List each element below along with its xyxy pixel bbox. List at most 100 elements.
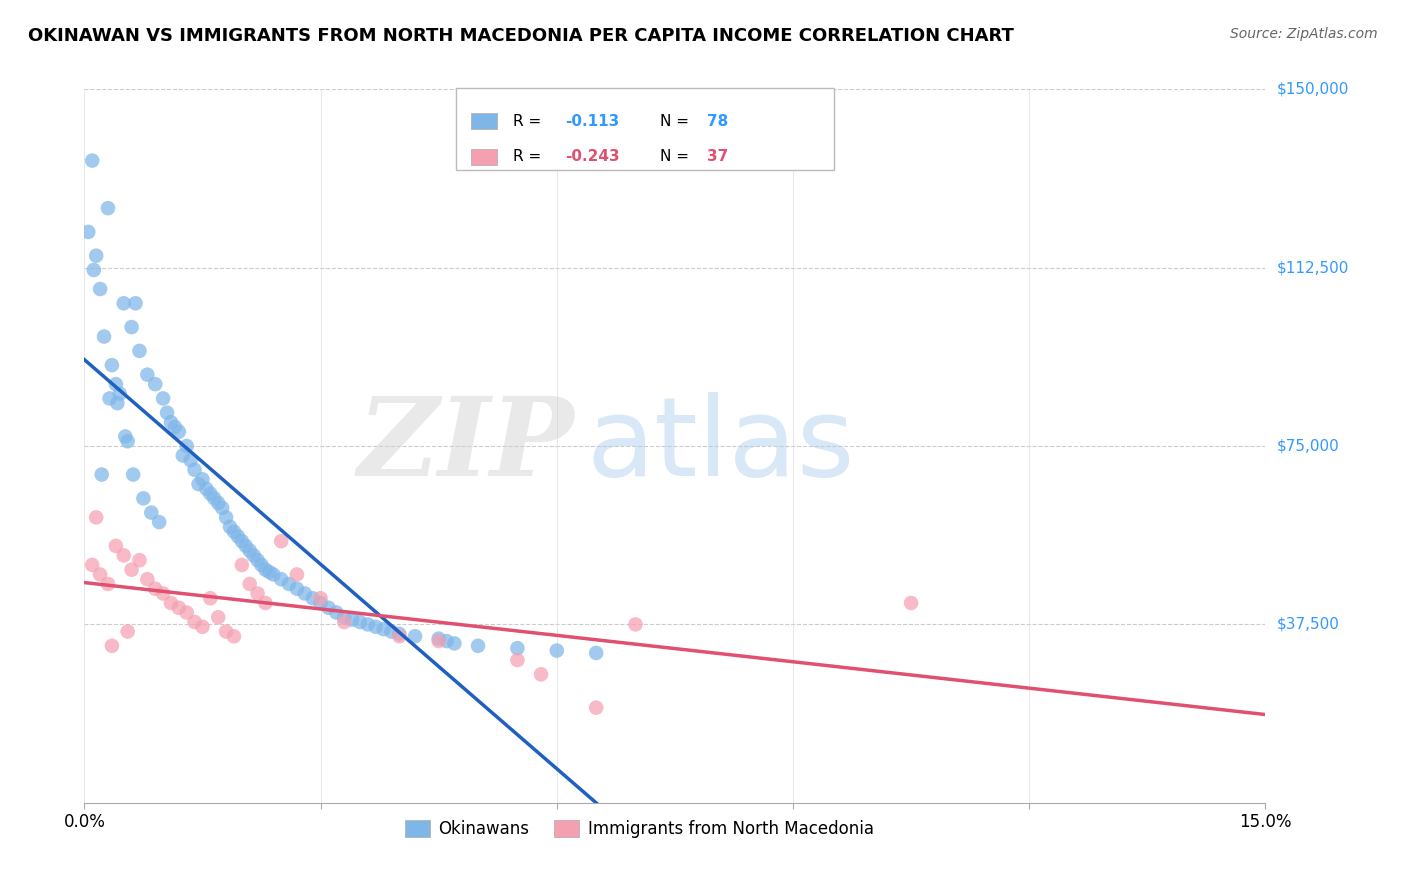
Point [143, 377, 166, 392]
Point [141, 506, 163, 520]
Point [294, 586, 316, 600]
Point [231, 558, 253, 572]
Point [285, 582, 308, 596]
Point [136, 368, 159, 382]
Text: $75,000: $75,000 [1277, 439, 1340, 453]
Text: -0.113: -0.113 [565, 114, 619, 128]
Text: N =: N = [659, 114, 693, 128]
Point [219, 520, 242, 534]
Point [200, 591, 222, 606]
Point [301, 591, 323, 606]
Point [235, 539, 257, 553]
Point [506, 653, 529, 667]
Point [117, 624, 139, 639]
Point [172, 449, 194, 463]
Point [467, 639, 489, 653]
Point [427, 634, 450, 648]
Point [246, 553, 269, 567]
Text: N =: N = [659, 150, 693, 164]
Text: R =: R = [513, 114, 546, 128]
Point [122, 467, 145, 482]
Point [340, 613, 363, 627]
Point [124, 296, 146, 310]
Point [107, 396, 129, 410]
Point [202, 491, 225, 506]
Point [167, 600, 190, 615]
Point [167, 425, 190, 439]
Point [222, 524, 245, 539]
Point [97, 577, 120, 591]
Point [187, 477, 209, 491]
Text: ZIP: ZIP [359, 392, 575, 500]
Point [104, 377, 127, 392]
Point [183, 615, 205, 629]
Point [585, 646, 607, 660]
Point [101, 639, 124, 653]
Point [82, 558, 104, 572]
Point [117, 434, 139, 449]
Point [546, 643, 568, 657]
Point [128, 343, 150, 358]
Point [121, 320, 143, 334]
Point [333, 615, 356, 629]
Point [239, 543, 262, 558]
Point [585, 700, 607, 714]
Point [89, 567, 111, 582]
Point [254, 563, 277, 577]
Point [373, 622, 395, 636]
Point [98, 392, 121, 406]
Point [222, 629, 245, 643]
Point [443, 636, 465, 650]
Text: $37,500: $37,500 [1277, 617, 1340, 632]
Point [207, 610, 229, 624]
Point [90, 467, 112, 482]
Point [388, 627, 411, 641]
Point [285, 567, 308, 582]
Point [93, 329, 115, 343]
Point [427, 632, 450, 646]
Text: 37: 37 [707, 150, 728, 164]
Legend: Okinawans, Immigrants from North Macedonia: Okinawans, Immigrants from North Macedon… [398, 813, 880, 845]
Point [89, 282, 111, 296]
Point [436, 634, 458, 648]
Point [364, 620, 387, 634]
Point [250, 558, 273, 572]
Point [231, 534, 253, 549]
Point [318, 600, 340, 615]
Point [506, 641, 529, 656]
Point [309, 591, 332, 606]
Point [136, 572, 159, 586]
Bar [471, 113, 496, 129]
Point [183, 463, 205, 477]
Point [262, 567, 284, 582]
Point [357, 617, 380, 632]
Point [101, 358, 124, 372]
Point [380, 624, 402, 639]
Point [112, 549, 135, 563]
Point [309, 596, 332, 610]
Point [82, 153, 104, 168]
Point [163, 420, 186, 434]
Point [156, 406, 179, 420]
Text: OKINAWAN VS IMMIGRANTS FROM NORTH MACEDONIA PER CAPITA INCOME CORRELATION CHART: OKINAWAN VS IMMIGRANTS FROM NORTH MACEDO… [28, 27, 1014, 45]
Point [624, 617, 647, 632]
Point [176, 439, 198, 453]
Point [388, 629, 411, 643]
Point [195, 482, 218, 496]
Point [215, 510, 238, 524]
Point [246, 586, 269, 600]
Point [270, 572, 292, 586]
Point [191, 620, 214, 634]
Point [325, 606, 347, 620]
Point [333, 610, 356, 624]
Point [108, 386, 131, 401]
Point [207, 496, 229, 510]
Text: R =: R = [513, 150, 546, 164]
Text: Source: ZipAtlas.com: Source: ZipAtlas.com [1230, 27, 1378, 41]
Point [180, 453, 202, 467]
Point [349, 615, 371, 629]
Point [152, 586, 174, 600]
Point [84, 510, 107, 524]
Point [211, 500, 233, 515]
Point [114, 429, 136, 443]
